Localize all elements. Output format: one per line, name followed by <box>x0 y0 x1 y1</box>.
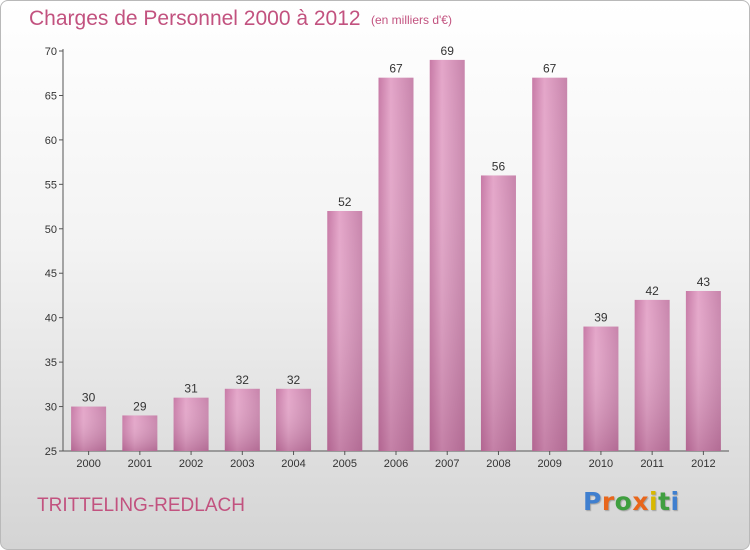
proxiti-logo: Proxiti <box>583 487 680 516</box>
y-tick-label: 70 <box>45 46 57 58</box>
x-tick-label: 2000 <box>76 458 100 470</box>
y-tick-label: 40 <box>45 313 57 325</box>
y-tick-label: 60 <box>45 135 57 147</box>
bar-group: 30 29 31 32 32 52 67 69 56 67 39 42 43 <box>71 44 721 452</box>
x-tick-label: 2010 <box>589 458 613 470</box>
bar-shade <box>71 406 107 451</box>
y-tick-label: 55 <box>45 179 57 191</box>
bar-value-label: 52 <box>338 195 352 209</box>
bar-value-label: 29 <box>133 399 147 413</box>
y-tick-label: 25 <box>45 446 57 458</box>
bar-value-label: 69 <box>441 44 455 58</box>
bar-value-label: 30 <box>82 391 96 405</box>
bar-value-label: 67 <box>543 62 557 76</box>
x-tick-label: 2004 <box>281 458 305 470</box>
bar-shade <box>327 211 363 451</box>
bar-shade <box>429 59 465 452</box>
bar-shade <box>634 299 670 451</box>
x-tick-label: 2008 <box>486 458 510 470</box>
logo-letter: x <box>632 487 649 516</box>
bar-shade <box>173 397 209 451</box>
bar-shade <box>685 291 721 451</box>
y-tick-label: 30 <box>45 402 57 414</box>
logo-letter: o <box>614 487 633 516</box>
y-tick-label: 50 <box>45 224 57 236</box>
bar-value-label: 32 <box>236 373 250 387</box>
logo-letter: i <box>670 487 680 516</box>
y-tick-label: 35 <box>45 357 57 369</box>
bar-shade <box>532 77 568 452</box>
bar-shade <box>378 77 414 452</box>
bar-shade <box>276 388 312 451</box>
bar-value-label: 43 <box>697 275 711 289</box>
chart-subtitle: (en milliers d'€) <box>371 13 452 27</box>
x-tick-label: 2005 <box>333 458 357 470</box>
x-tick-label: 2002 <box>179 458 203 470</box>
place-name: TRITTELING-REDLACH <box>37 495 245 516</box>
bar-value-label: 42 <box>645 284 659 298</box>
bar-shade <box>224 388 260 451</box>
x-tick-label: 2011 <box>640 458 664 470</box>
bar-value-label: 56 <box>492 159 506 173</box>
x-tick-label: 2003 <box>230 458 254 470</box>
logo-letter: r <box>601 487 615 516</box>
bar-value-label: 39 <box>594 311 608 325</box>
y-tick-label: 45 <box>45 268 57 280</box>
x-tick-label: 2007 <box>435 458 459 470</box>
x-tick-label: 2012 <box>691 458 715 470</box>
logo-letter: P <box>583 487 602 516</box>
x-tick-label: 2001 <box>128 458 152 470</box>
bar-value-label: 67 <box>389 62 403 76</box>
bar-shade <box>122 415 158 451</box>
y-tick-label: 65 <box>45 90 57 102</box>
bar-shade <box>583 326 619 451</box>
bar-shade <box>480 175 516 451</box>
x-tick-label: 2006 <box>384 458 408 470</box>
logo-letter: t <box>658 487 671 516</box>
bar-value-label: 31 <box>184 382 198 396</box>
x-tick-label: 2009 <box>537 458 561 470</box>
chart-title: Charges de Personnel 2000 à 2012 <box>29 7 361 30</box>
logo-letter: i <box>649 487 659 516</box>
bar-value-label: 32 <box>287 373 301 387</box>
